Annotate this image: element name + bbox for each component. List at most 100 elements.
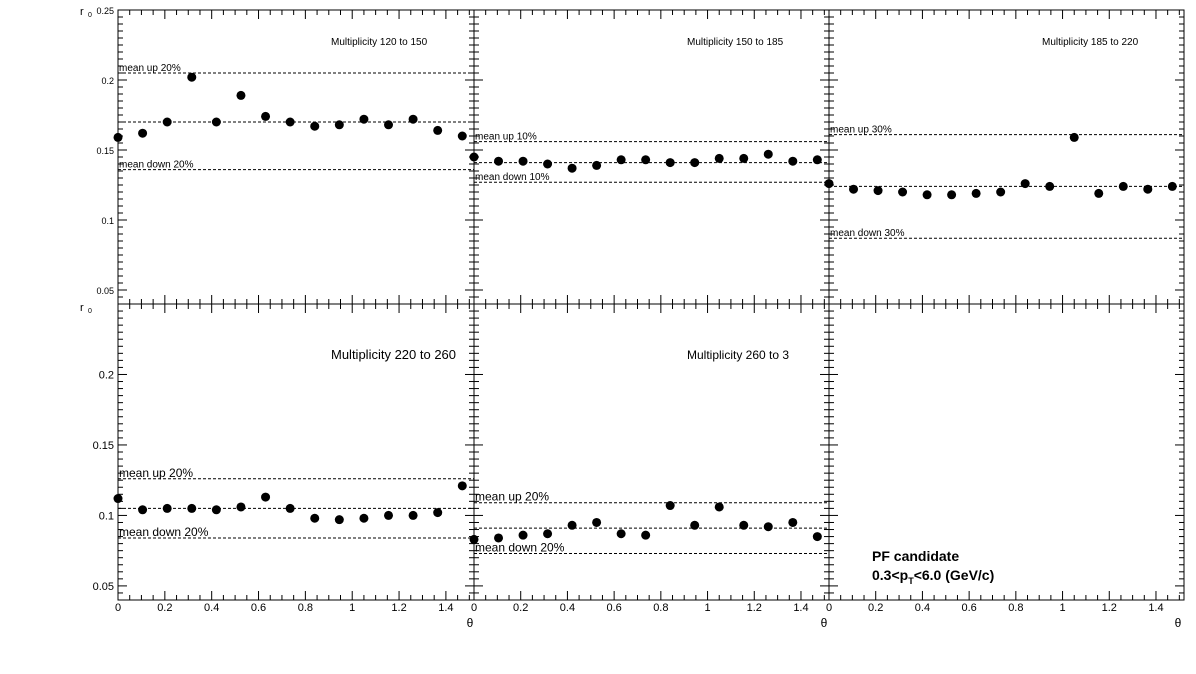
data-point [457,481,467,491]
x-axis-title-2: θ [821,616,828,630]
panel-title: Multiplicity 220 to 260 [331,347,456,362]
data-point [310,513,320,523]
data-point [113,494,123,504]
mean-up-label: mean up 20% [119,466,193,480]
data-point [433,125,443,135]
data-point [285,503,295,513]
data-point [714,502,724,512]
data-point [641,530,651,540]
data-point [922,190,932,200]
mean-down-label: mean down 20% [119,160,194,171]
data-point [1118,181,1128,191]
y-tick-label: 0.25 [96,6,114,16]
data-point [763,522,773,532]
data-point [812,532,822,542]
x-tick-label: 0 [826,602,832,614]
data-point [518,156,528,166]
data-point [494,533,504,543]
data-point [665,158,675,168]
data-point [310,121,320,131]
plot-frame [828,9,1185,305]
data-point [236,502,246,512]
x-tick-label: 0.8 [298,602,313,614]
data-point [788,517,798,527]
plot-frame [473,9,830,305]
data-point [592,160,602,170]
data-point [1045,181,1055,191]
mean-up-label: mean up 20% [119,63,181,74]
data-point [162,117,172,127]
y-axis-title: r [80,6,84,18]
data-point [1094,188,1104,198]
x-tick-label: 1.4 [793,602,808,614]
chart-panel-5: 0 0.2 0.4 0.6 0.8 1 1.2 1.4 Multiplicity 260 to … [469,303,830,614]
data-point [739,520,749,530]
data-point [359,513,369,523]
mean-down-label: mean down 30% [830,228,905,239]
y-tick-label: 0.15 [96,146,114,156]
panel-title: Multiplicity 260 to 3 [687,348,789,362]
y-tick-label: 0.15 [93,440,114,452]
data-point [457,131,467,141]
data-point [714,153,724,163]
x-tick-label: 0.2 [513,602,528,614]
data-point [788,156,798,166]
x-axis-title-1: θ [467,616,474,630]
data-point [567,520,577,530]
data-point [162,503,172,513]
y-tick-label: 0.1 [101,216,114,226]
footer-line-1: PF candidate [872,548,959,564]
y-axis-title-bottom: r 0 [80,302,92,315]
x-tick-label: 0.2 [868,602,883,614]
chart-panel-3: Multiplicity 185 to 220 mean up 30% mean d… [824,9,1185,305]
data-point [947,190,957,200]
chart-panel-6: 0 0.2 0.4 0.6 0.8 1 1.2 1.4 [826,303,1185,614]
data-point [1143,184,1153,194]
mean-down-label: mean down 20% [475,540,565,554]
data-point [690,158,700,168]
y-tick-label: 0.05 [96,286,114,296]
data-point [359,114,369,124]
x-tick-label: 0.6 [251,602,266,614]
data-point [543,159,553,169]
data-point [812,155,822,165]
data-point [543,529,553,539]
data-point [494,156,504,166]
x-tick-label: 1.4 [438,602,453,614]
data-point [971,188,981,198]
y-axis-title-subscript: 0 [88,308,92,315]
x-tick-label: 0.8 [1008,602,1023,614]
x-tick-label: 0.6 [961,602,976,614]
chart-panel-1: 0.05 0.1 0.15 0.2 0.25 Multiplicity 120 to 15… [96,6,475,305]
panel-title: Multiplicity 150 to 185 [687,37,784,48]
data-point [518,530,528,540]
x-tick-label: 1.2 [1102,602,1117,614]
plot-frame [117,9,475,305]
x-tick-label: 1 [1059,602,1065,614]
x-axis-title-3: θ [1175,616,1182,630]
data-point [261,111,271,121]
footer-annotation: PF candidate 0.3<pT<6.0 (GeV/c) [872,548,994,586]
data-point [469,534,479,544]
data-point [187,72,197,82]
data-point [873,186,883,196]
y-tick-label: 0.2 [101,76,114,86]
data-point [690,520,700,530]
mean-up-label: mean up 20% [475,490,549,504]
data-point [1069,132,1079,142]
y-axis-title: r [80,302,84,314]
x-tick-label: 1.4 [1148,602,1163,614]
data-point [211,117,221,127]
data-point [236,90,246,100]
data-point [616,529,626,539]
x-tick-label: 0 [115,602,121,614]
data-point [616,155,626,165]
data-point [739,153,749,163]
y-axis-title-subscript: 0 [88,12,92,19]
panel-title: Multiplicity 120 to 150 [331,37,428,48]
x-tick-label: 0.8 [653,602,668,614]
mean-up-label: mean up 30% [830,125,892,136]
data-point [567,163,577,173]
mean-down-label: mean down 10% [475,172,550,183]
data-point [138,128,148,138]
